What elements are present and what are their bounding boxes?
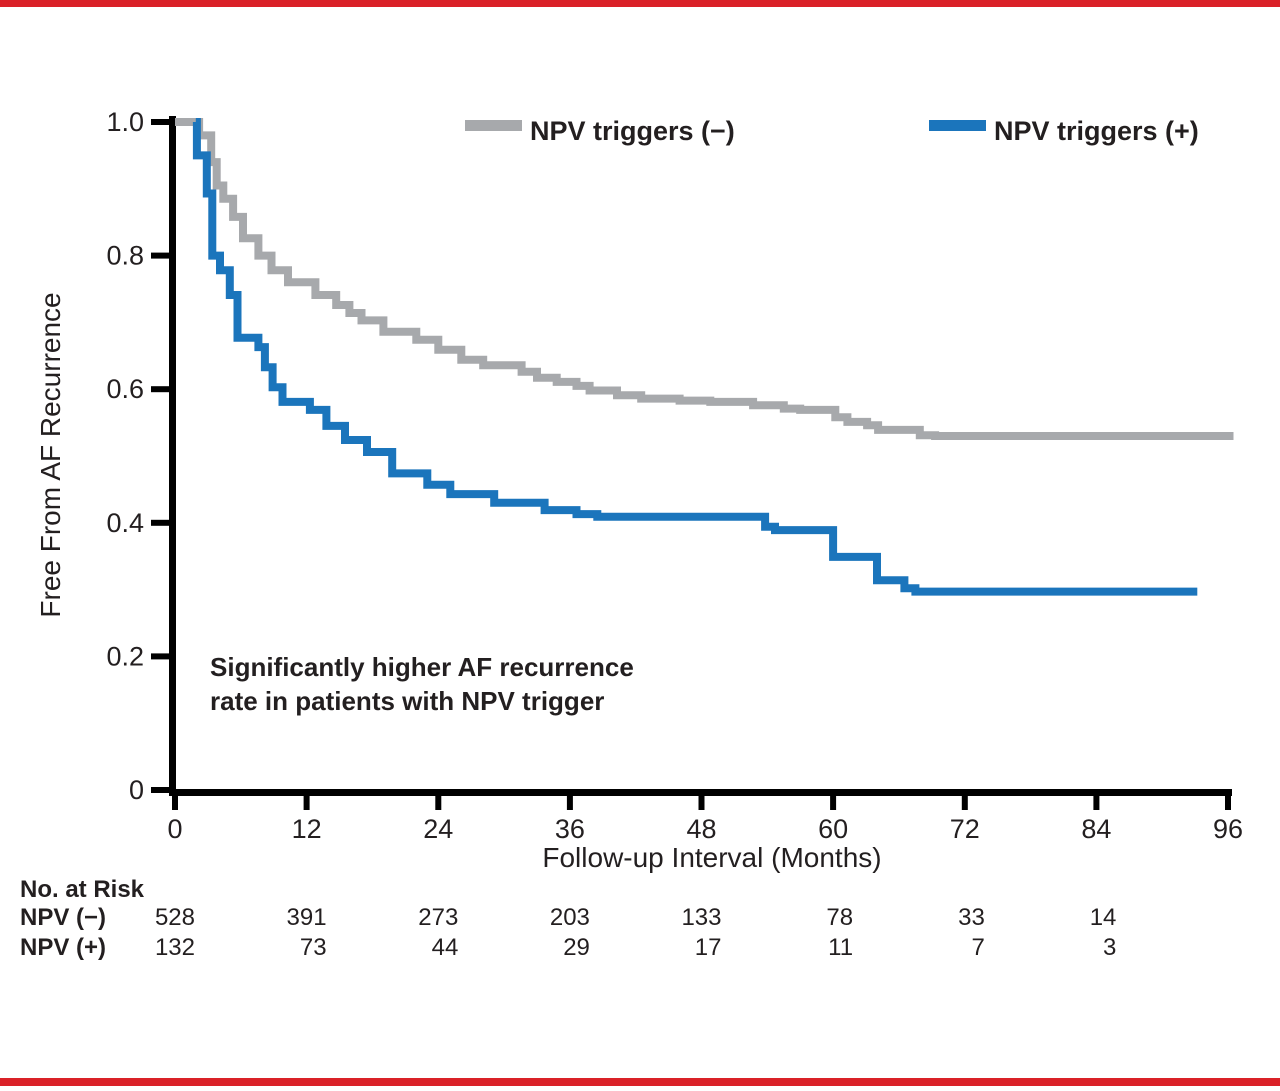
y-tick-label: 0.2 <box>106 641 144 671</box>
x-tick <box>830 796 837 810</box>
y-tick <box>151 519 169 526</box>
legend-label-npv-negative: NPV triggers (−) <box>530 116 735 146</box>
risk-count-cell: 203 <box>550 904 590 931</box>
x-axis-ticks: 0 12 24 36 48 60 72 84 96 <box>167 796 1243 844</box>
x-tick-label: 60 <box>818 814 848 844</box>
risk-count-cell: 44 <box>432 934 459 961</box>
risk-count-cell: 391 <box>287 904 327 931</box>
legend-label-npv-positive: NPV triggers (+) <box>994 116 1199 146</box>
y-tick-label: 0 <box>129 775 144 805</box>
risk-count-cell: 33 <box>958 904 985 931</box>
number-at-risk-table: No. at Risk NPV (−) NPV (+) 528 391 273 203… <box>20 876 1116 961</box>
x-axis-line <box>169 789 1232 796</box>
x-tick <box>303 796 310 810</box>
x-tick-label: 48 <box>686 814 716 844</box>
annotation-line-1: Significantly higher AF recurrence <box>210 652 634 682</box>
y-tick-label: 1.0 <box>106 107 144 137</box>
risk-count-cell: 17 <box>695 934 722 961</box>
x-axis-title: Follow-up Interval (Months) <box>542 842 881 873</box>
y-axis-line <box>169 116 176 795</box>
x-tick <box>435 796 442 810</box>
risk-count-cell: 73 <box>300 934 327 961</box>
x-tick <box>1225 796 1231 810</box>
x-tick-label: 12 <box>292 814 322 844</box>
legend-swatch-npv-negative <box>465 120 522 131</box>
y-tick <box>151 653 169 660</box>
risk-count-cell: 133 <box>681 904 721 931</box>
x-tick <box>961 796 968 810</box>
x-tick <box>698 796 705 810</box>
x-tick <box>1093 796 1100 810</box>
legend-swatch-npv-positive <box>929 120 986 131</box>
x-tick <box>172 796 178 810</box>
annotation-line-2: rate in patients with NPV trigger <box>210 686 604 716</box>
risk-row-label-npv-positive: NPV (+) <box>20 934 106 961</box>
risk-row-label-npv-negative: NPV (−) <box>20 904 106 931</box>
risk-count-cell: 78 <box>826 904 853 931</box>
risk-count-cell: 14 <box>1090 904 1117 931</box>
x-tick-label: 36 <box>555 814 585 844</box>
x-tick-label: 96 <box>1213 814 1243 844</box>
risk-count-cell: 3 <box>1103 934 1116 961</box>
risk-table-title: No. at Risk <box>20 876 145 903</box>
risk-count-cell: 7 <box>971 934 984 961</box>
survival-curves <box>175 118 1234 596</box>
y-tick-label: 0.8 <box>106 241 144 271</box>
npv-negative-curve <box>175 118 1234 440</box>
y-tick <box>151 787 169 793</box>
y-tick-label: 0.4 <box>106 508 144 538</box>
npv-positive-curve <box>192 118 1198 596</box>
y-axis-ticks: 0 0.2 0.4 0.6 0.8 1.0 <box>106 107 169 805</box>
risk-count-cell: 132 <box>155 934 195 961</box>
top-border-bar <box>0 0 1280 7</box>
y-tick <box>151 119 169 125</box>
annotation-text: Significantly higher AF recurrence rate … <box>210 652 634 716</box>
y-tick <box>151 386 169 393</box>
legend: NPV triggers (−) NPV triggers (+) <box>465 116 1199 146</box>
bottom-border-bar <box>0 1078 1280 1086</box>
x-tick-label: 24 <box>423 814 453 844</box>
risk-count-cell: 528 <box>155 904 195 931</box>
x-tick-label: 84 <box>1081 814 1111 844</box>
y-tick-label: 0.6 <box>106 374 144 404</box>
y-tick <box>151 252 169 259</box>
risk-count-cell: 273 <box>418 904 458 931</box>
y-axis-title: Free From AF Recurrence <box>35 292 66 617</box>
risk-count-cell: 29 <box>563 934 590 961</box>
risk-count-cell: 11 <box>828 934 853 961</box>
x-tick-label: 72 <box>950 814 980 844</box>
x-tick-label: 0 <box>167 814 182 844</box>
x-tick <box>566 796 573 810</box>
